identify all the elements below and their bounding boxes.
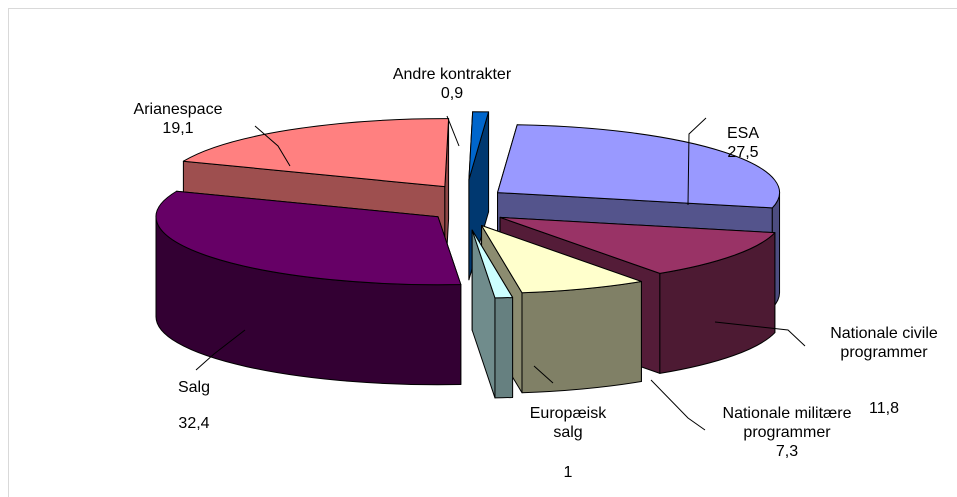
slice-top-face [497, 124, 780, 209]
leader-line [254, 125, 291, 167]
value-label: 0,9 [441, 85, 463, 102]
category-label: Nationale civile [830, 325, 938, 342]
category-label: salg [553, 424, 582, 441]
value-label: 19,1 [162, 120, 193, 137]
leader-line [650, 379, 706, 431]
chart-frame [8, 8, 957, 497]
category-label: programmer [743, 424, 831, 441]
value-label: 7,3 [776, 443, 798, 460]
category-label: Arianespace [134, 101, 223, 118]
leader-line [687, 117, 707, 206]
category-label: Europæisk [530, 405, 607, 422]
slice-top-face [182, 118, 450, 188]
leader-lines [195, 115, 806, 431]
category-label: ESA [727, 125, 759, 142]
pie-slice [155, 190, 462, 386]
data-labels: ESA 27,5 Nationale civile programmer 11,8 Nat… [134, 66, 938, 481]
slice-top-face [471, 229, 514, 299]
pie-slices [155, 111, 781, 399]
leader-line [533, 365, 554, 384]
slice-outer-wall [494, 296, 514, 399]
category-label: Nationale militære [723, 405, 852, 422]
value-label: 1 [564, 464, 573, 481]
slice-top-face [481, 224, 642, 294]
leader-line [446, 115, 460, 147]
pie-slice [471, 229, 514, 399]
leader-line [195, 329, 246, 371]
slice-outer-wall [521, 281, 642, 394]
value-label: 11,8 [869, 400, 899, 417]
leader-line [714, 321, 806, 347]
category-label: programmer [840, 344, 928, 361]
value-label: 32,4 [178, 415, 209, 432]
category-label: Andre kontrakter [393, 66, 512, 83]
category-label: Salg [178, 379, 210, 396]
slice-top-face [499, 216, 776, 274]
slice-top-face [155, 190, 462, 286]
slice-top-face [468, 111, 490, 181]
value-label: 27,5 [727, 144, 758, 161]
